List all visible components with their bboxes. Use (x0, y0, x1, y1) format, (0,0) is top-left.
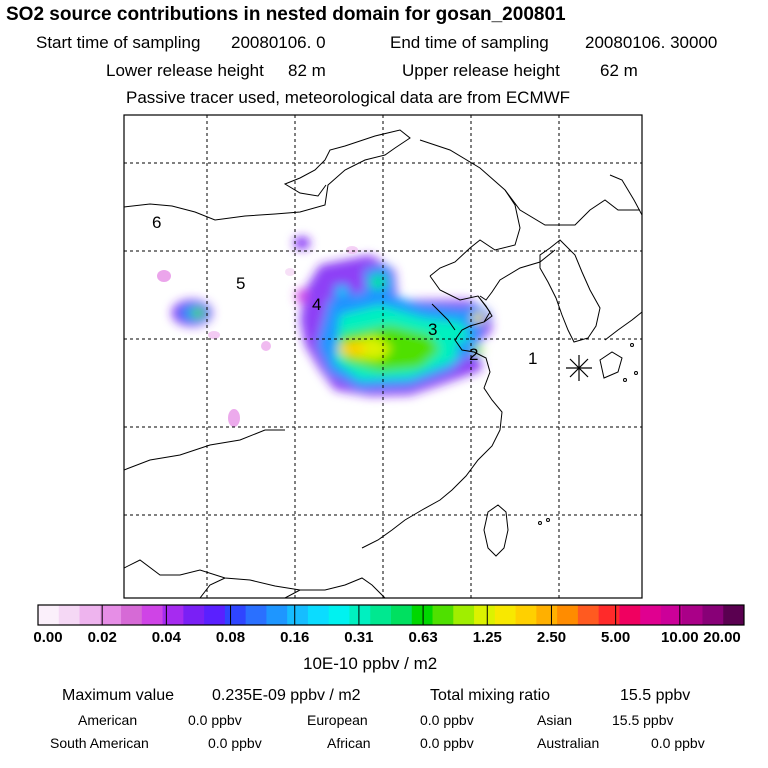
receptor-asterisk-icon (566, 355, 592, 381)
colorbar-cell (266, 605, 288, 625)
colorbar-cell (349, 605, 371, 625)
colorbar-label: 5.00 (600, 629, 631, 646)
coastlines (124, 129, 642, 598)
colorbar-cell (79, 605, 101, 625)
tracer-note: Passive tracer used, meteorological data… (126, 88, 571, 107)
colorbar-cell (183, 605, 205, 625)
upper-height-label: Upper release height (402, 61, 560, 80)
region-label-4: 4 (312, 295, 321, 314)
end-time-label: End time of sampling (390, 33, 549, 52)
region-label-5: 5 (236, 274, 245, 293)
colorbar-label: 1.25 (472, 629, 502, 646)
upper-height-value: 62 m (600, 61, 638, 80)
total-mixing-value: 15.5 ppbv (620, 687, 691, 704)
colorbar-cell (515, 605, 537, 625)
start-time-label: Start time of sampling (36, 33, 201, 52)
colorbar-label: 0.16 (280, 629, 310, 646)
colorbar-ticks (101, 605, 681, 625)
colorbar-cell (557, 605, 579, 625)
lower-height-label: Lower release height (106, 61, 264, 80)
grid-lines (124, 115, 642, 598)
colorbar-frame (37, 604, 745, 626)
colorbar-label: 20.00 (703, 629, 741, 646)
contrib-region-south-american: South American (50, 735, 149, 751)
contrib-region-australian: Australian (537, 735, 600, 751)
region-labels: 1 2 3 4 5 6 (152, 213, 537, 368)
region-label-3: 3 (428, 320, 437, 339)
colorbar-cell (141, 605, 164, 625)
colorbar-cell (619, 605, 641, 625)
colorbar-label: 0.04 (151, 629, 181, 646)
colorbar-cell (38, 605, 60, 625)
colorbar-units: 10E-10 ppbv / m2 (303, 654, 438, 673)
colorbar-cell (702, 605, 724, 625)
colorbar-label: 0.00 (33, 629, 63, 646)
colorbar-cell (121, 605, 143, 625)
region-label-6: 6 (152, 213, 161, 232)
colorbar-cell (224, 605, 247, 625)
colorbar-label: 0.08 (215, 629, 246, 646)
colorbar-cell (411, 605, 434, 625)
region-label-2: 2 (469, 345, 478, 364)
colorbar-cell (370, 605, 392, 625)
contrib-value-american: 0.0 ppbv (188, 712, 242, 728)
max-value-label: Maximum value (62, 687, 175, 704)
colorbar-cell (577, 605, 600, 625)
colorbar-label: 2.50 (536, 629, 567, 646)
contrib-value-australian: 0.0 ppbv (651, 735, 705, 751)
colorbar-cell (162, 605, 184, 625)
plot-title: SO2 source contributions in nested domai… (6, 4, 566, 25)
map-frame (123, 114, 643, 599)
colorbar-cell (474, 605, 496, 625)
colorbar-cell (204, 605, 226, 625)
contrib-region-american: American (78, 712, 138, 728)
colorbar-cell (660, 605, 683, 625)
colorbar-cell (536, 605, 558, 625)
colorbar (38, 605, 745, 625)
colorbar-cell (307, 605, 330, 625)
colorbar-cell (100, 605, 122, 625)
total-mixing-label: Total mixing ratio (430, 687, 551, 704)
colorbar-cell (640, 605, 662, 625)
colorbar-cell (432, 605, 454, 625)
contrib-value-asian: 15.5 ppbv (612, 712, 674, 728)
contrib-region-asian: Asian (537, 712, 573, 728)
colorbar-cell (245, 605, 267, 625)
colorbar-label: 0.63 (408, 629, 438, 646)
end-time-value: 20080106. 30000 (585, 33, 718, 52)
colorbar-cell (453, 605, 475, 625)
colorbar-cell (328, 605, 350, 625)
colorbar-label: 0.02 (87, 629, 117, 646)
colorbar-cell (287, 605, 309, 625)
contrib-value-south-american: 0.0 ppbv (208, 735, 262, 751)
colorbar-cell (598, 605, 620, 625)
colorbar-label: 0.31 (344, 629, 374, 646)
colorbar-label: 10.00 (661, 629, 699, 646)
region-label-1: 1 (528, 349, 537, 368)
contrib-value-african: 0.0 ppbv (420, 735, 474, 751)
lower-height-value: 82 m (288, 61, 326, 80)
contrib-region-european: European (307, 712, 368, 728)
contrib-value-european: 0.0 ppbv (420, 712, 474, 728)
start-time-value: 20080106. 0 (231, 33, 326, 52)
contrib-region-african: African (327, 735, 371, 751)
colorbar-cell (391, 605, 413, 625)
max-value: 0.235E-09 ppbv / m2 (212, 687, 361, 704)
colorbar-cell (681, 605, 703, 625)
colorbar-cell (494, 605, 517, 625)
colorbar-cell (58, 605, 81, 625)
colorbar-cell (723, 605, 745, 625)
